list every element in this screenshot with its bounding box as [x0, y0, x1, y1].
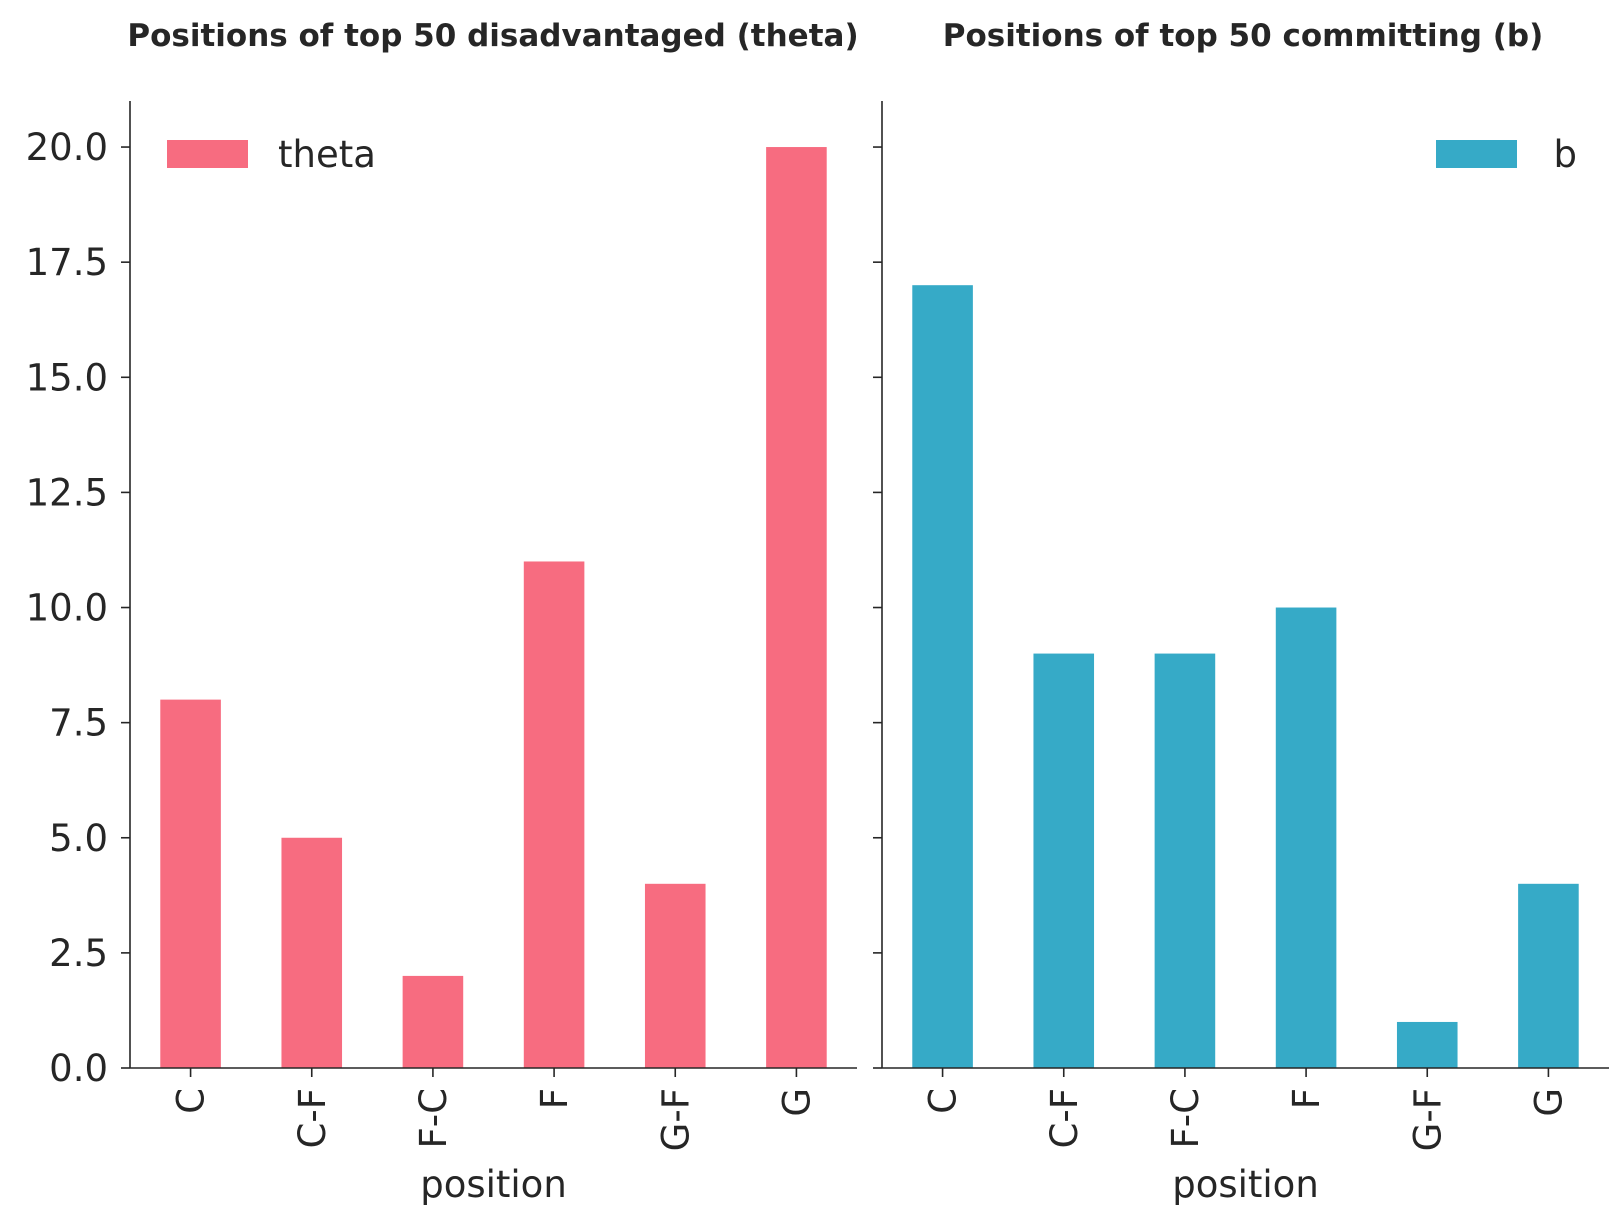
right-x-tick-label: C: [922, 1088, 965, 1114]
right-bar-c-f: [1033, 653, 1095, 1068]
right-chart-title: Positions of top 50 committing (b): [943, 18, 1544, 54]
right-x-axis-label: position: [1172, 1163, 1319, 1206]
left-y-tick-label: 17.5: [26, 241, 108, 284]
right-legend-swatch: [1436, 140, 1517, 168]
right-x-tick-label: C-F: [1043, 1088, 1086, 1148]
left-bar-c: [160, 699, 221, 1068]
left-x-tick-label: C: [170, 1088, 213, 1114]
left-y-tick-label: 2.5: [49, 932, 108, 975]
left-bar-c-f: [281, 837, 343, 1068]
left-y-tick-label: 0.0: [49, 1047, 108, 1090]
left-bar-f: [523, 561, 585, 1068]
right-chart-panel: Positions of top 50 committing (b) C C-F F…: [873, 18, 1609, 1206]
right-x-tick-label: F-C: [1164, 1088, 1207, 1148]
right-bar-c: [912, 285, 973, 1068]
right-x-tick-label: F: [1285, 1088, 1328, 1109]
left-x-tick-label: G: [775, 1088, 818, 1117]
left-y-tick-label: 15.0: [26, 356, 108, 399]
right-legend-label: b: [1554, 133, 1578, 176]
left-y-tick-label: 7.5: [49, 702, 108, 745]
left-x-axis-label: position: [420, 1163, 567, 1206]
left-x-tick-label: F-C: [412, 1088, 455, 1148]
left-bar-f-c: [402, 975, 464, 1068]
right-bar-g: [1518, 883, 1579, 1068]
right-bar-f: [1275, 607, 1337, 1068]
left-y-tick-label: 12.5: [26, 471, 108, 514]
right-bars: [912, 285, 1579, 1068]
left-bar-g-f: [644, 883, 706, 1068]
left-x-tick-label: G-F: [654, 1088, 697, 1151]
right-bar-g-f: [1396, 1021, 1458, 1068]
right-legend: b: [1436, 133, 1577, 176]
left-legend-label: theta: [278, 133, 376, 176]
left-y-tick-label: 10.0: [26, 587, 108, 630]
left-chart-panel: Positions of top 50 disadvantaged (theta…: [26, 18, 859, 1206]
left-legend-swatch: [167, 140, 248, 168]
left-x-axis-ticks: C C-F F-C F G-F G: [170, 1068, 818, 1151]
left-y-axis-ticks: 0.0 2.5 5.0 7.5 10.0 12.5 15.0 17.5 20.0: [26, 126, 130, 1090]
left-chart-title: Positions of top 50 disadvantaged (theta…: [127, 18, 858, 54]
left-y-tick-label: 20.0: [26, 126, 108, 169]
left-legend: theta: [167, 133, 376, 176]
left-bar-g: [766, 147, 827, 1069]
left-x-tick-label: C-F: [291, 1088, 334, 1148]
left-x-tick-label: F: [533, 1088, 576, 1109]
right-x-tick-label: G: [1527, 1088, 1570, 1117]
right-bar-f-c: [1154, 653, 1216, 1068]
right-x-axis-ticks: C C-F F-C F G-F G: [922, 1068, 1570, 1151]
right-x-tick-label: G-F: [1406, 1088, 1449, 1151]
right-y-axis-ticks: [873, 146, 882, 1069]
left-bars: [160, 147, 827, 1069]
left-y-tick-label: 5.0: [49, 817, 108, 860]
